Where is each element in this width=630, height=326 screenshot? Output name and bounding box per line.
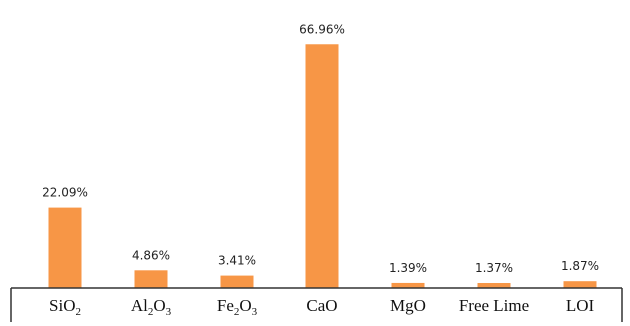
- bar: [563, 281, 597, 288]
- bar: [305, 44, 339, 289]
- data-label: 22.09%: [42, 186, 88, 200]
- category-label-part: SiO: [49, 296, 75, 315]
- category-label: Free Lime: [459, 296, 529, 315]
- category-label: LOI: [566, 296, 595, 315]
- bar: [477, 283, 511, 288]
- category-label-subscript: 3: [252, 306, 258, 318]
- category-label-subscript: 3: [166, 306, 172, 318]
- category-label-part: CaO: [306, 296, 337, 315]
- data-label: 1.39%: [389, 261, 427, 275]
- category-label-part: Fe: [217, 296, 234, 315]
- category-label-part: Al: [131, 296, 148, 315]
- bar: [220, 275, 254, 288]
- category-label: CaO: [306, 296, 337, 315]
- category-label-subscript: 2: [75, 306, 81, 318]
- category-label: MgO: [390, 296, 426, 315]
- category-label: Al2O3: [131, 296, 172, 318]
- category-label-part: LOI: [566, 296, 595, 315]
- category-label-part: O: [239, 296, 251, 315]
- category-label-part: MgO: [390, 296, 426, 315]
- category-label-subscript: 2: [234, 306, 240, 318]
- category-label: Fe2O3: [217, 296, 258, 318]
- category-label-part: O: [153, 296, 165, 315]
- category-label: SiO2: [49, 296, 81, 318]
- data-label: 1.37%: [475, 261, 513, 275]
- bar: [134, 270, 168, 288]
- category-label-subscript: 2: [148, 306, 154, 318]
- data-label: 1.87%: [561, 259, 599, 273]
- data-label: 4.86%: [132, 248, 170, 262]
- category-label-part: Free Lime: [459, 296, 529, 315]
- data-label: 3.41%: [218, 254, 256, 268]
- bar: [48, 207, 82, 288]
- data-label: 66.96%: [299, 22, 345, 36]
- bar: [391, 282, 425, 288]
